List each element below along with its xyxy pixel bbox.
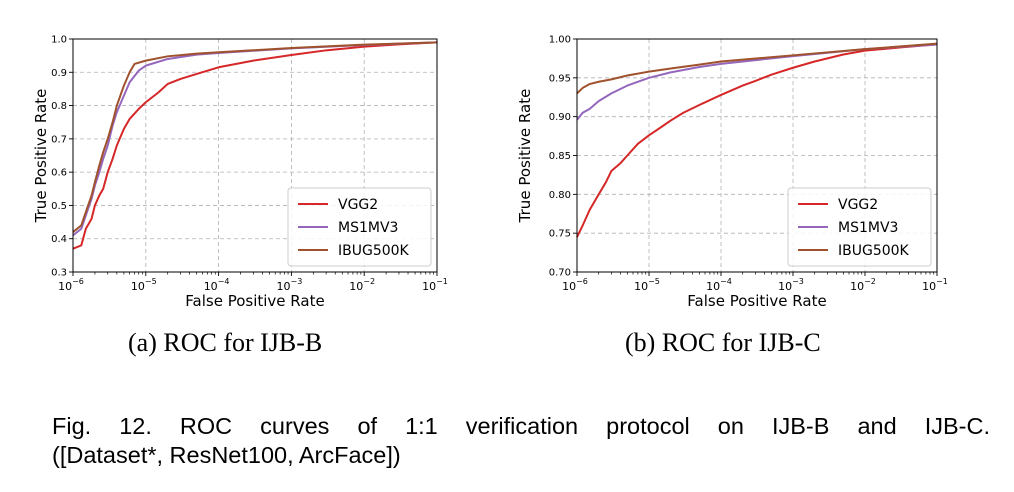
x-axis-label: False Positive Rate <box>687 292 826 310</box>
legend-label-vgg2: VGG2 <box>838 197 878 213</box>
roc-chart-ijb-b: 10−6 10−5 10−4 10−3 10−2 10−1 0.3 0.4 0.5 0.6 0.7 0… <box>32 35 448 311</box>
plot-frame <box>72 38 438 273</box>
x-tick-label: 10−4 <box>204 277 230 293</box>
x-tick-label: 10−1 <box>422 277 448 293</box>
y-tick-label: 0.95 <box>549 73 571 84</box>
x-tick-label: 10−1 <box>922 277 948 293</box>
x-tick-label: 10−3 <box>778 277 804 293</box>
subcaption-ijb-b: (a) ROC for IJB-B <box>128 328 323 357</box>
legend-label-ibug500k: IBUG500K <box>838 243 910 259</box>
x-tick-label: 10−2 <box>850 277 876 293</box>
x-tick-label: 10−3 <box>277 277 303 293</box>
legend-label-ibug500k: IBUG500K <box>338 243 410 259</box>
series-line-ms1mv3 <box>576 43 938 121</box>
legend-box <box>287 187 432 267</box>
legend: VGG2 MS1MV3 IBUG500K <box>787 187 932 267</box>
y-tick-label: 0.4 <box>51 234 67 245</box>
series-line-ibug500k <box>576 42 938 95</box>
legend: VGG2 MS1MV3 IBUG500K <box>287 187 432 267</box>
y-tick-label: 1.0 <box>51 35 67 46</box>
y-tick-label: 0.75 <box>549 229 571 240</box>
x-axis-label: False Positive Rate <box>185 292 324 310</box>
legend-label-ms1mv3: MS1MV3 <box>338 220 398 236</box>
y-tick-label: 1.00 <box>549 35 571 46</box>
y-tick-label: 0.8 <box>51 101 67 112</box>
legend-label-vgg2: VGG2 <box>338 197 378 213</box>
y-axis-label: True Positive Rate <box>32 89 50 224</box>
series-line-vgg2 <box>576 43 938 238</box>
x-tick-label: 10−6 <box>58 277 84 293</box>
figure-caption-line-1: Fig. 12. ROC curves of 1:1 verification … <box>52 413 990 439</box>
subcaption-ijb-c: (b) ROC for IJB-C <box>625 328 821 357</box>
y-tick-label: 0.6 <box>51 168 67 179</box>
series-line-ibug500k <box>72 41 438 233</box>
x-tick-label: 10−2 <box>349 277 375 293</box>
x-tick-label: 10−6 <box>562 277 588 293</box>
y-tick-label: 0.9 <box>51 68 67 79</box>
figure-caption: Fig. 12. ROC curves of 1:1 verification … <box>52 412 990 470</box>
series-line-vgg2 <box>72 41 438 250</box>
y-axis-label: True Positive Rate <box>516 89 534 224</box>
figure-caption-line-2: ([Dataset*, ResNet100, ArcFace]) <box>52 442 401 468</box>
y-tick-label: 0.70 <box>549 268 571 279</box>
x-tick-label: 10−4 <box>706 277 732 293</box>
y-tick-label: 0.3 <box>51 268 67 279</box>
roc-chart-ijb-c: 10−6 10−5 10−4 10−3 10−2 10−1 0.70 0.75 0.80 0.85… <box>516 35 948 311</box>
y-tick-label: 0.85 <box>549 151 571 162</box>
y-tick-label: 0.7 <box>51 134 67 145</box>
roc-figure: 10−6 10−5 10−4 10−3 10−2 10−10.30.40.50.60.70… <box>32 35 948 311</box>
y-tick-label: 0.80 <box>549 190 571 201</box>
y-tick-label: 0.90 <box>549 112 571 123</box>
legend-label-ms1mv3: MS1MV3 <box>838 220 898 236</box>
x-tick-label: 10−5 <box>131 277 157 293</box>
y-tick-label: 0.5 <box>51 201 67 212</box>
x-tick-label: 10−5 <box>634 277 660 293</box>
legend-box <box>787 187 932 267</box>
